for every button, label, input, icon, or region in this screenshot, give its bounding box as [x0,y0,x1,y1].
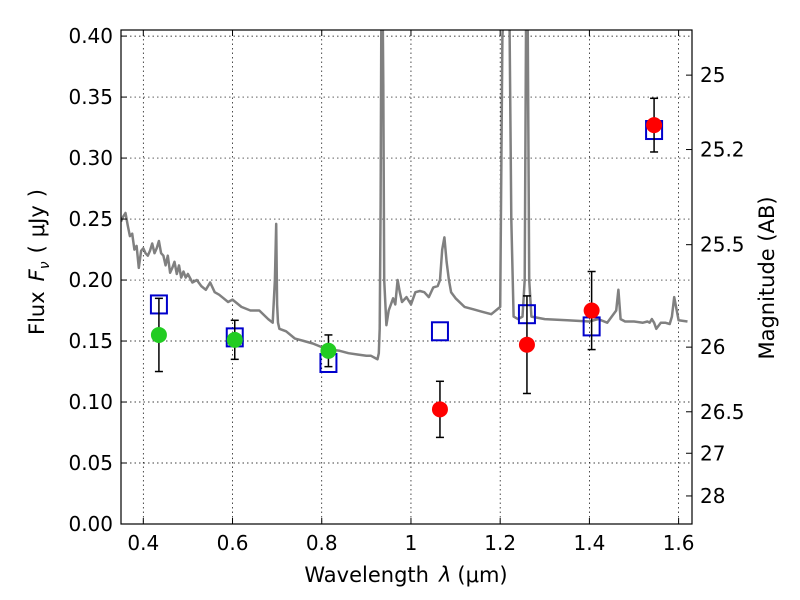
y2-tick-label-3: 26 [700,335,725,359]
y2-tick-label-1: 25.2 [700,138,745,162]
y-tick-label-4: 0.20 [68,268,113,292]
y-tick-label-1: 0.05 [68,451,113,475]
observed-optical-point-0 [150,326,167,343]
model-photometry-square-3 [430,321,449,342]
observed-optical-point-1 [226,331,243,348]
y2-tick-label-6: 28 [700,484,725,508]
x-tick-label-2: 0.8 [306,531,338,555]
y-tick-label-6: 0.30 [68,146,113,170]
plot-area [121,30,688,439]
observed-optical-point-2 [320,342,337,359]
y-axis-label: FluxFν(μJy) [25,189,53,335]
y-tick-label-3: 0.15 [68,329,113,353]
x-tick-label-3: 1 [405,531,418,555]
y2-tick-label-2: 25.5 [700,233,745,257]
x-tick-label-4: 1.2 [484,531,516,555]
x-tick-label-6: 1.6 [663,531,695,555]
x-tick-label-0: 0.4 [127,531,159,555]
y2-tick-label-0: 25 [700,63,725,87]
plot-frame [120,29,693,525]
x-tick-label-1: 0.6 [217,531,249,555]
y2-tick-label-4: 26.5 [700,400,745,424]
observed-nir-point-1 [518,336,535,353]
x-axis-label: Wavelength λ (μm) [304,563,507,587]
y-tick-label-7: 0.35 [68,85,113,109]
y-tick-label-5: 0.25 [68,207,113,231]
y-tick-label-2: 0.10 [68,390,113,414]
y2-tick-label-5: 27 [700,441,725,465]
y2-axis-label: Magnitude (AB) [755,196,779,359]
observed-nir-point-2 [583,302,600,319]
observed-nir-point-0 [431,401,448,418]
y-tick-label-8: 0.40 [68,24,113,48]
x-tick-label-5: 1.4 [573,531,605,555]
y-tick-label-0: 0.00 [68,512,113,536]
observed-nir-point-3 [646,117,663,134]
axis-ticks: 0.4 0.6 0.8 1 1.2 1.4 1.6 0.00 0.05 0.10 0.15 0.20 0… [68,24,744,555]
